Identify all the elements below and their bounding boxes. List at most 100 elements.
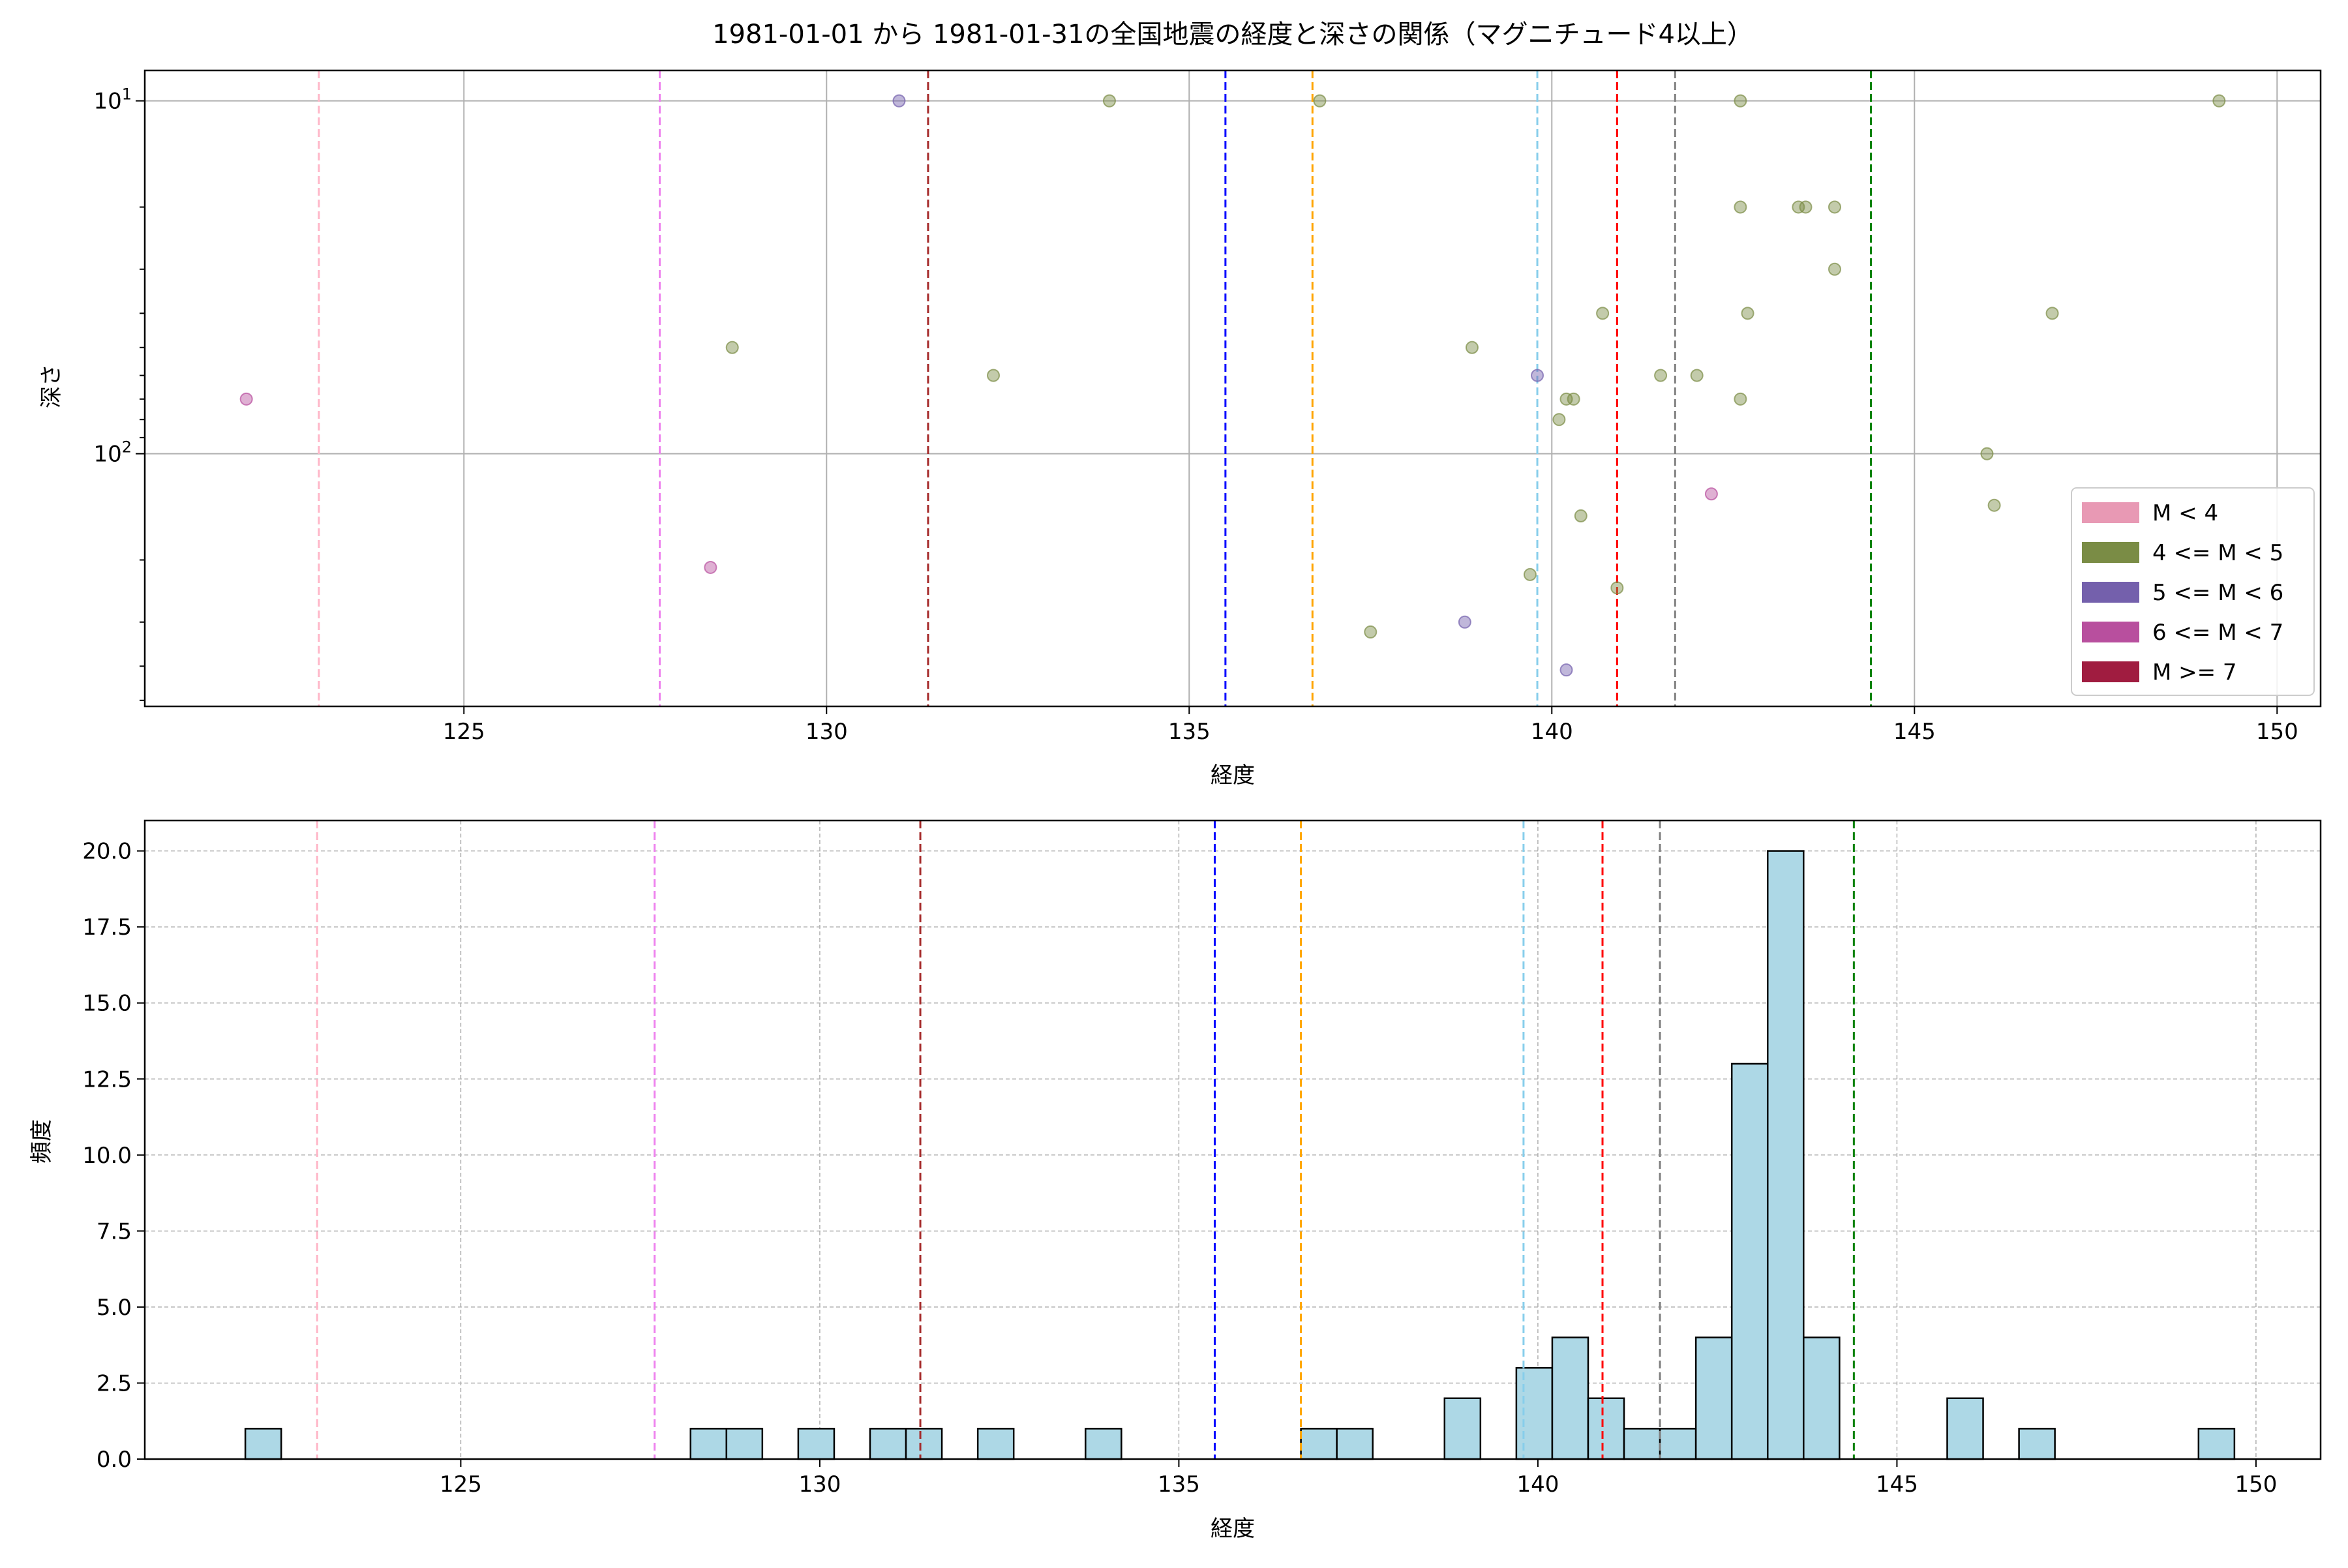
histogram-bar: [1085, 1428, 1122, 1460]
scatter-point: [1596, 307, 1610, 320]
legend-swatch: [2082, 661, 2139, 682]
histogram-axes: 125 130 135 140 145 150 0.0 2.5 5.0 7.5 10.0 12.5 15…: [82, 819, 2322, 1498]
scatter-point: [1552, 413, 1566, 427]
x-tick-label: 145: [1893, 719, 1936, 745]
legend-label: 5 <= M < 6: [2152, 580, 2283, 606]
y-tick-label: 17.5: [82, 914, 132, 941]
x-tick-label: 130: [805, 719, 848, 745]
scatter-point: [1734, 200, 1747, 214]
scatter-points: [239, 94, 2226, 677]
histogram-bar: [2197, 1428, 2236, 1460]
scatter-point: [1567, 392, 1580, 406]
legend-label: M >= 7: [2152, 659, 2237, 686]
legend-swatch: [2082, 542, 2139, 563]
scatter-point: [1690, 369, 1704, 382]
scatter-point: [1465, 340, 1479, 354]
histogram-bar: [1515, 1366, 1554, 1460]
scatter-grid: [145, 70, 2321, 706]
y-tick-label: 20.0: [82, 839, 132, 865]
scatter-reference-lines: [318, 70, 1873, 706]
histogram-bar: [1730, 1063, 1769, 1460]
scatter-axes: 125 130 135 140 145 150 101 102: [93, 69, 2322, 745]
histogram-bar: [1946, 1397, 1984, 1460]
y-tick-label: 10.0: [82, 1143, 132, 1169]
scatter-point: [1799, 200, 1813, 214]
x-tick-label: 145: [1876, 1471, 1918, 1498]
histogram-grid: [145, 821, 2321, 1460]
legend-box: [2071, 487, 2315, 696]
histogram-bar: [1659, 1428, 1697, 1460]
histogram-bar: [2018, 1428, 2056, 1460]
histogram-bar: [1623, 1428, 1661, 1460]
x-tick-label: 150: [2235, 1471, 2277, 1498]
histogram-bar: [976, 1428, 1015, 1460]
histogram-bar: [689, 1428, 728, 1460]
histogram-y-axis-label: 頻度: [29, 1119, 55, 1164]
x-tick-label: 125: [440, 1471, 482, 1498]
scatter-point: [892, 94, 906, 108]
x-tick-label: 135: [1168, 719, 1211, 745]
scatter-x-axis-label: 経度: [1211, 762, 1255, 789]
histogram-reference-lines: [316, 821, 1855, 1459]
histogram-bar: [1300, 1428, 1338, 1460]
scatter-point: [987, 369, 1001, 382]
scatter-point: [1741, 307, 1754, 320]
scatter-point: [1792, 200, 1805, 214]
x-tick-label: 150: [2256, 719, 2298, 745]
y-tick-label: 7.5: [97, 1218, 132, 1244]
scatter-point: [1559, 663, 1573, 677]
histogram-bar: [1803, 1336, 1841, 1460]
scatter-point: [1828, 262, 1841, 276]
y-tick-label: 0.0: [97, 1447, 132, 1473]
legend-swatch: [2082, 582, 2139, 603]
scatter-point: [1102, 94, 1116, 108]
scatter-point: [1654, 369, 1668, 382]
histogram-bar: [1443, 1397, 1482, 1460]
histogram-bar: [1587, 1397, 1625, 1460]
histogram-bar: [1766, 850, 1805, 1460]
histogram-plot-frame: [143, 819, 2322, 1460]
histogram-bars: [244, 850, 2236, 1460]
scatter-point: [1828, 200, 1841, 214]
scatter-point: [1987, 498, 2001, 512]
scatter-point: [1313, 94, 1327, 108]
histogram-bar: [905, 1428, 943, 1460]
legend-label: 6 <= M < 7: [2152, 620, 2283, 646]
scatter-point: [1574, 509, 1588, 522]
histogram-bar: [869, 1428, 907, 1460]
legend-label: M < 4: [2152, 500, 2218, 526]
scatter-point: [1531, 369, 1544, 382]
y-tick-label: 102: [93, 438, 132, 468]
x-tick-label: 125: [443, 719, 485, 745]
scatter-point: [1734, 94, 1747, 108]
scatter-point: [725, 340, 739, 354]
y-tick-label: 12.5: [82, 1066, 132, 1093]
x-tick-label: 135: [1158, 1471, 1200, 1498]
scatter-point: [1704, 487, 1718, 501]
legend: M < 4 4 <= M < 5 5 <= M < 6 6 <= M < 7 M >= …: [2071, 487, 2315, 696]
scatter-point: [1559, 392, 1573, 406]
scatter-point: [1610, 581, 1624, 595]
scatter-point: [2045, 307, 2059, 320]
scatter-point: [1734, 392, 1747, 406]
legend-swatch: [2082, 502, 2139, 523]
histogram-bar: [797, 1428, 835, 1460]
scatter-point: [1523, 567, 1537, 581]
legend-label: 4 <= M < 5: [2152, 540, 2283, 566]
histogram-bar: [725, 1428, 764, 1460]
legend-swatch: [2082, 622, 2139, 642]
histogram-bar: [1551, 1336, 1589, 1460]
chart-title: 1981-01-01 から 1981-01-31の全国地震の経度と深さの関係（マ…: [712, 20, 1753, 50]
x-tick-label: 140: [1516, 1471, 1559, 1498]
x-tick-label: 140: [1531, 719, 1573, 745]
histogram-bar: [1694, 1336, 1733, 1460]
scatter-y-axis-label: 深さ: [38, 364, 65, 408]
histogram-bar: [244, 1428, 282, 1460]
histogram-x-axis-label: 経度: [1211, 1516, 1255, 1542]
scatter-point: [704, 560, 717, 574]
scatter-point: [1458, 615, 1471, 629]
scatter-point: [1980, 447, 1994, 460]
scatter-plot-frame: [143, 69, 2322, 708]
